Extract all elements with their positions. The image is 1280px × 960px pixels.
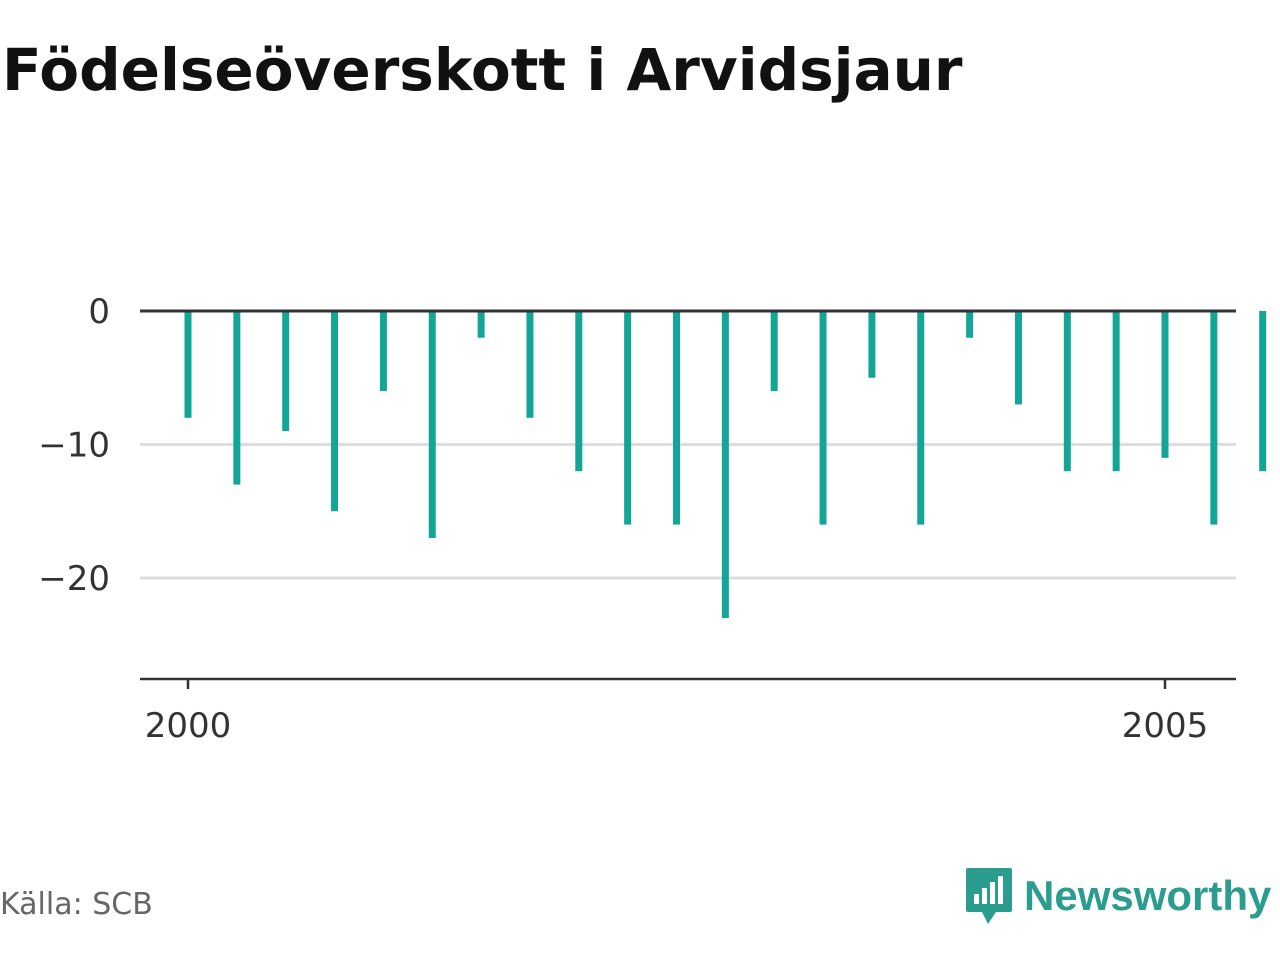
y-tick-label: 0 bbox=[88, 292, 110, 332]
bar bbox=[966, 311, 974, 338]
bar bbox=[379, 311, 387, 392]
brand-name: Newsworthy bbox=[1024, 872, 1272, 919]
bar bbox=[526, 311, 534, 418]
y-tick-label: −20 bbox=[38, 559, 110, 599]
source-label: Källa: SCB bbox=[0, 887, 153, 922]
bar bbox=[1063, 311, 1071, 472]
tick-labels: 0−10−20200020052010201520202025 bbox=[38, 292, 1209, 746]
grid-lines bbox=[140, 443, 1236, 580]
bar bbox=[428, 311, 436, 538]
bar bbox=[624, 311, 632, 525]
bar bbox=[819, 311, 827, 525]
x-tick-label: 2005 bbox=[1122, 706, 1209, 746]
bars bbox=[184, 311, 1267, 619]
bar bbox=[575, 311, 583, 472]
bar bbox=[184, 311, 192, 418]
bar bbox=[1210, 311, 1218, 525]
bar bbox=[477, 311, 485, 338]
axes bbox=[140, 309, 1236, 689]
bar bbox=[917, 311, 925, 525]
y-tick-label: −10 bbox=[38, 426, 110, 466]
bar bbox=[282, 311, 290, 432]
bar bbox=[331, 311, 339, 512]
bar bbox=[673, 311, 680, 525]
bar-chart: 0−10−20200020052010201520202025 bbox=[38, 292, 1267, 746]
bar bbox=[233, 311, 241, 485]
bar bbox=[1259, 311, 1267, 472]
bar bbox=[1161, 311, 1169, 458]
bar bbox=[721, 311, 729, 619]
bar bbox=[770, 311, 778, 392]
brand-logo[interactable]: Newsworthy bbox=[964, 866, 1271, 926]
x-tick-label: 2000 bbox=[145, 706, 232, 746]
bar bbox=[1112, 311, 1120, 472]
bar bbox=[868, 311, 876, 378]
bar bbox=[1014, 311, 1022, 405]
chart-title: Födelseöverskott i Arvidsjaur bbox=[2, 36, 963, 104]
newsworthy-logo-icon bbox=[966, 868, 1012, 924]
